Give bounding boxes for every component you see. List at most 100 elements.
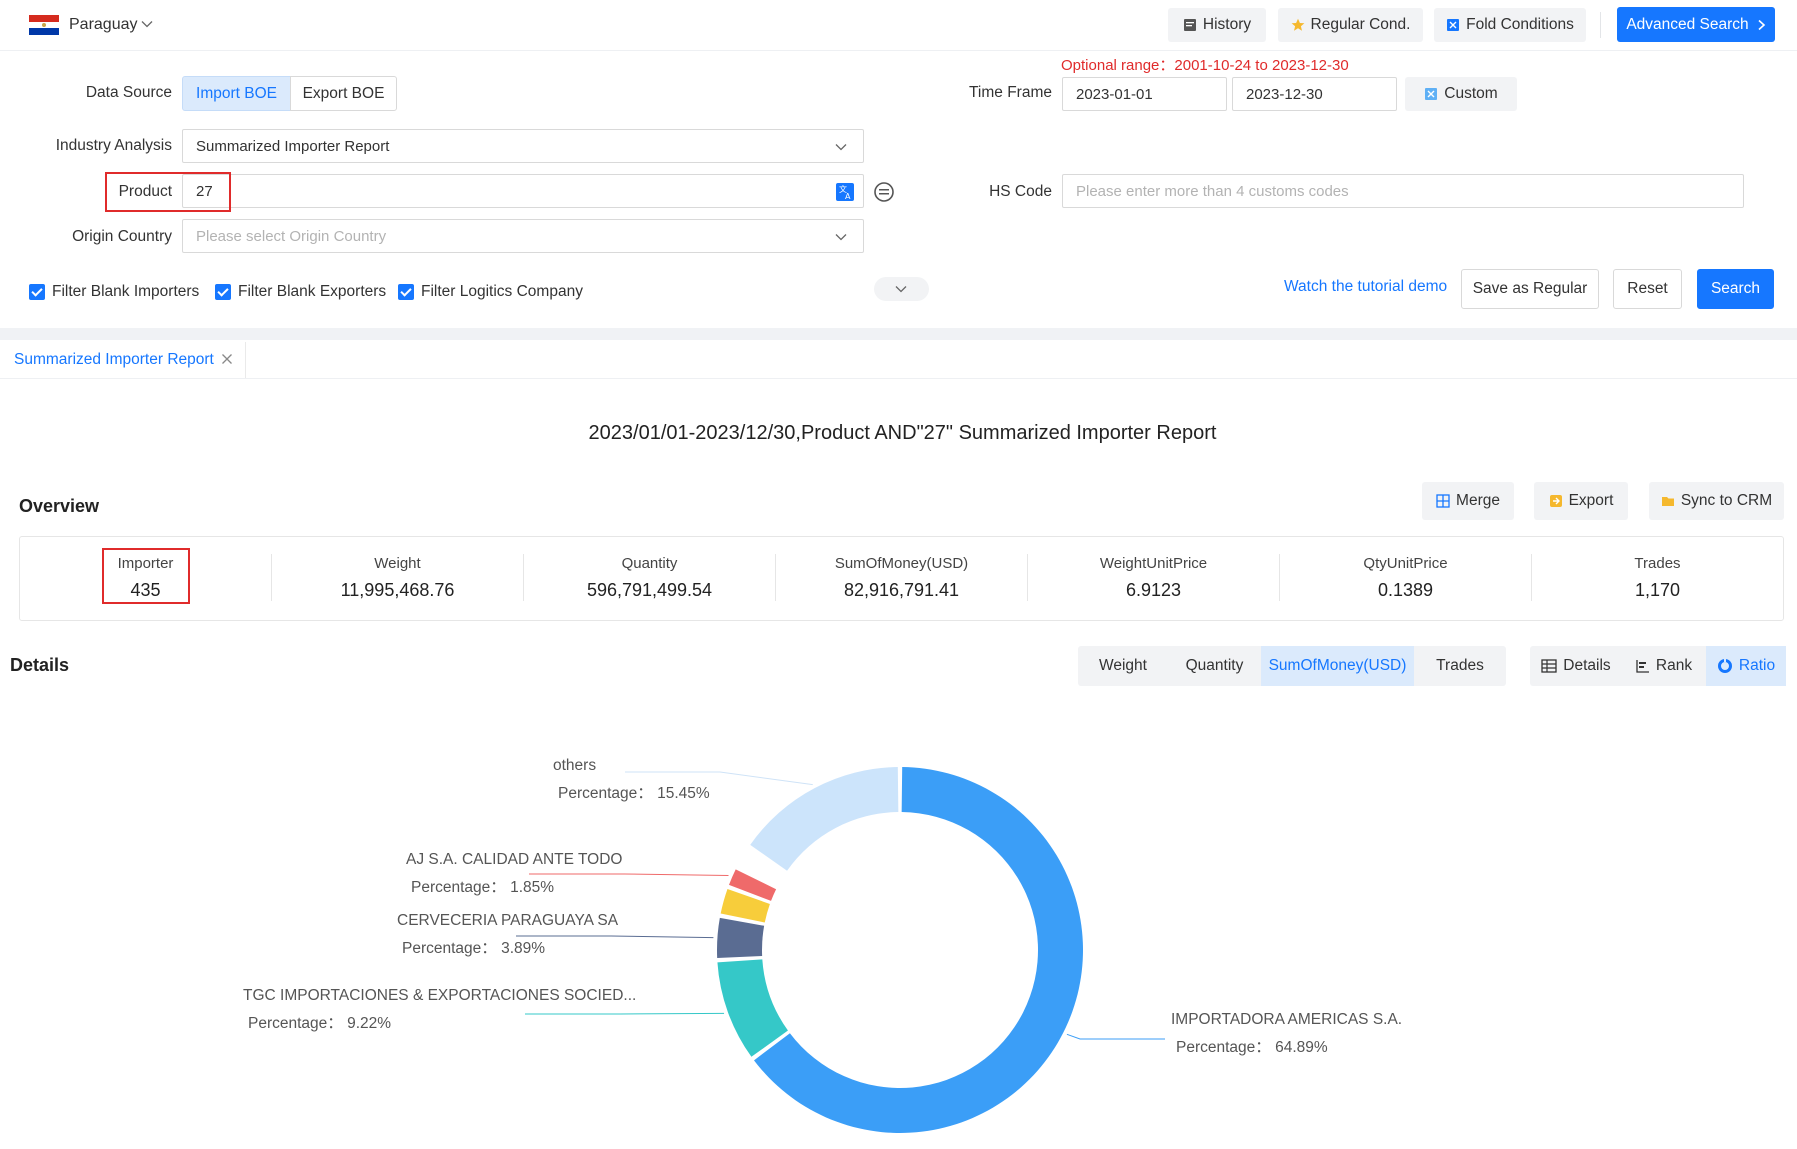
data-source-label: Data Source: [85, 84, 172, 101]
report-title: 2023/01/01-2023/12/30,Product AND"27" Su…: [588, 422, 1217, 444]
stat-quantity: Quantity 596,791,499.54: [524, 537, 775, 622]
custom-button[interactable]: Custom: [1405, 77, 1517, 111]
export-button[interactable]: Export: [1534, 482, 1628, 520]
search-button[interactable]: Search: [1697, 269, 1774, 309]
product-value: 27: [196, 182, 213, 200]
chevron-down-icon[interactable]: [141, 18, 153, 30]
stat-label: Weight: [374, 555, 421, 572]
stat-importer: Importer 435: [20, 537, 271, 622]
filter-blank-exporters-label: Filter Blank Exporters: [238, 283, 387, 300]
import-boe-tab[interactable]: Import BOE: [182, 76, 291, 111]
metric-tab-weight[interactable]: Weight: [1099, 657, 1147, 674]
stat-sum-of-money: SumOfMoney(USD) 82,916,791.41: [776, 537, 1027, 622]
chevron-down-icon: [835, 144, 847, 151]
metric-tab-trades[interactable]: Trades: [1436, 657, 1484, 674]
origin-country-label: Origin Country: [72, 228, 172, 245]
slice-name-label: CERVECERIA PARAGUAYA SA: [397, 912, 619, 929]
export-boe-tab[interactable]: Export BOE: [290, 76, 397, 111]
stat-value: 11,995,468.76: [340, 580, 455, 600]
hs-code-placeholder: Please enter more than 4 customs codes: [1076, 182, 1349, 200]
view-tab-group: Details Rank Ratio: [1530, 646, 1786, 686]
section-divider: [0, 328, 1797, 340]
country-selector[interactable]: Paraguay: [69, 16, 138, 33]
svg-text:文: 文: [839, 184, 847, 194]
industry-analysis-value: Summarized Importer Report: [196, 137, 390, 155]
svg-text:A: A: [845, 192, 851, 201]
stat-value: 82,916,791.41: [843, 580, 960, 600]
donut-slice[interactable]: [717, 959, 788, 1057]
stat-label: Quantity: [621, 555, 678, 572]
donut-slice[interactable]: [720, 888, 770, 923]
chevron-down-icon: [895, 286, 907, 293]
star-icon: [1291, 18, 1304, 31]
donut-slice[interactable]: [750, 767, 899, 871]
label-leader-line: [516, 935, 714, 939]
stat-value: 0.1389: [1377, 580, 1434, 600]
origin-country-select[interactable]: Please select Origin Country: [182, 219, 864, 253]
donut-slice[interactable]: [717, 917, 765, 959]
save-as-regular-button[interactable]: Save as Regular: [1461, 269, 1599, 309]
view-tab-label: Rank: [1655, 657, 1693, 674]
rank-bars-icon: [1636, 660, 1649, 673]
table-icon: [1541, 659, 1557, 673]
tab-label: Summarized Importer Report: [14, 351, 214, 368]
export-icon: [1549, 495, 1562, 507]
industry-analysis-select[interactable]: Summarized Importer Report: [182, 129, 864, 163]
fold-icon: [1447, 19, 1460, 31]
folder-icon: [1661, 497, 1674, 506]
details-heading: Details: [10, 655, 70, 675]
time-frame-label: Time Frame: [969, 84, 1052, 101]
time-start-input[interactable]: 2023-01-01: [1062, 77, 1227, 111]
merge-icon: [1436, 494, 1450, 508]
filter-logistics-label: Filter Logitics Company: [421, 283, 583, 300]
close-icon[interactable]: [221, 353, 233, 365]
search-settings-icon[interactable]: [873, 181, 895, 203]
view-tab-ratio[interactable]: Ratio: [1706, 646, 1786, 686]
metric-tab-sum-of-money[interactable]: SumOfMoney(USD): [1261, 646, 1414, 686]
stat-label: SumOfMoney(USD): [834, 555, 969, 572]
regular-cond-button[interactable]: Regular Cond.: [1278, 8, 1423, 42]
reset-button[interactable]: Reset: [1613, 269, 1682, 309]
filter-blank-importers-label: Filter Blank Importers: [52, 283, 200, 300]
filter-blank-importers-checkbox[interactable]: Filter Blank Importers: [29, 283, 199, 301]
stat-divider: [1279, 554, 1280, 601]
chevron-right-icon: [1758, 19, 1765, 30]
label-leader-line: [1066, 1033, 1165, 1040]
slice-percentage-label: Percentage： 9.22%: [248, 1015, 391, 1032]
checkbox-checked-icon: [215, 284, 231, 300]
expand-filters-button[interactable]: [874, 277, 929, 301]
overview-stats-panel: Importer 435 Weight 11,995,468.76 Quanti…: [19, 536, 1784, 621]
translate-icon[interactable]: 文A: [835, 182, 855, 202]
stat-label: Importer: [117, 555, 174, 572]
slice-percentage-label: Percentage： 1.85%: [411, 879, 554, 896]
stat-divider: [271, 554, 272, 601]
hs-code-input[interactable]: Please enter more than 4 customs codes: [1062, 174, 1744, 208]
advanced-search-button[interactable]: Advanced Search: [1617, 7, 1775, 42]
tutorial-demo-link[interactable]: Watch the tutorial demo: [1284, 278, 1448, 295]
tab-summarized-importer-report[interactable]: Summarized Importer Report: [0, 342, 246, 378]
view-tab-details[interactable]: Details: [1530, 646, 1622, 686]
stat-divider: [1027, 554, 1028, 601]
tab-bar-border: [0, 378, 1797, 379]
paraguay-flag-icon[interactable]: [29, 15, 59, 35]
merge-button[interactable]: Merge: [1422, 482, 1514, 520]
export-label: Export: [1568, 492, 1614, 509]
toolbar-divider: [1600, 12, 1601, 38]
history-button[interactable]: History: [1168, 8, 1266, 42]
view-tab-rank[interactable]: Rank: [1622, 646, 1706, 686]
metric-tab-quantity[interactable]: Quantity: [1185, 657, 1244, 674]
time-end-input[interactable]: 2023-12-30: [1232, 77, 1397, 111]
filter-logistics-checkbox[interactable]: Filter Logitics Company: [398, 283, 583, 301]
filter-blank-exporters-checkbox[interactable]: Filter Blank Exporters: [215, 283, 386, 301]
slice-percentage-label: Percentage： 15.45%: [558, 785, 710, 802]
optional-range-note: Optional range：2001-10-24 to 2023-12-30: [1061, 57, 1349, 74]
history-label: History: [1202, 16, 1252, 33]
fold-conditions-button[interactable]: Fold Conditions: [1434, 8, 1586, 42]
stat-value: 596,791,499.54: [586, 580, 713, 600]
slice-percentage-label: Percentage： 64.89%: [1176, 1039, 1328, 1056]
donut-slice[interactable]: [728, 869, 777, 901]
origin-country-placeholder: Please select Origin Country: [196, 227, 387, 245]
sync-to-crm-button[interactable]: Sync to CRM: [1649, 482, 1784, 520]
stat-qty-unit-price: QtyUnitPrice 0.1389: [1280, 537, 1531, 622]
